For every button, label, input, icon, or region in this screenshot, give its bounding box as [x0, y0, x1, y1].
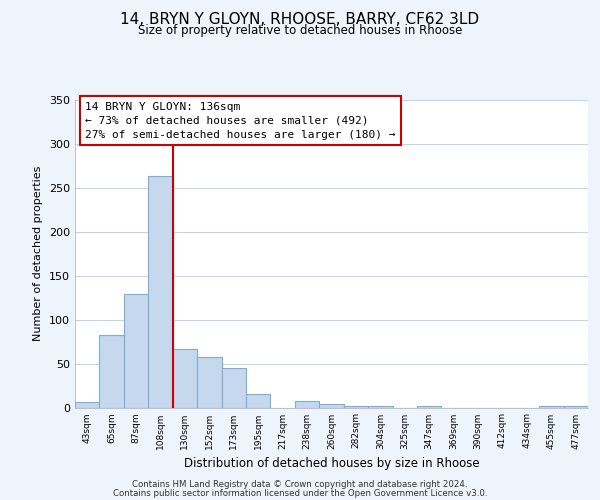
Bar: [124, 294, 148, 408]
Text: 14 BRYN Y GLOYN: 136sqm
← 73% of detached houses are smaller (492)
27% of semi-d: 14 BRYN Y GLOYN: 136sqm ← 73% of detache…: [85, 102, 396, 140]
Bar: [75, 402, 100, 407]
X-axis label: Distribution of detached houses by size in Rhoose: Distribution of detached houses by size …: [184, 457, 479, 470]
Text: Size of property relative to detached houses in Rhoose: Size of property relative to detached ho…: [138, 24, 462, 37]
Bar: [100, 336, 124, 407]
Bar: [539, 406, 563, 407]
Text: Contains public sector information licensed under the Open Government Licence v3: Contains public sector information licen…: [113, 488, 487, 498]
Text: 14, BRYN Y GLOYN, RHOOSE, BARRY, CF62 3LD: 14, BRYN Y GLOYN, RHOOSE, BARRY, CF62 3L…: [121, 12, 479, 28]
Bar: [563, 406, 588, 407]
Bar: [319, 404, 344, 407]
Bar: [417, 406, 442, 407]
Bar: [368, 406, 392, 407]
Y-axis label: Number of detached properties: Number of detached properties: [34, 166, 43, 342]
Bar: [344, 406, 368, 407]
Bar: [148, 176, 173, 408]
Text: Contains HM Land Registry data © Crown copyright and database right 2024.: Contains HM Land Registry data © Crown c…: [132, 480, 468, 489]
Bar: [197, 358, 221, 408]
Bar: [221, 368, 246, 408]
Bar: [295, 402, 319, 407]
Bar: [173, 348, 197, 408]
Bar: [246, 394, 271, 407]
